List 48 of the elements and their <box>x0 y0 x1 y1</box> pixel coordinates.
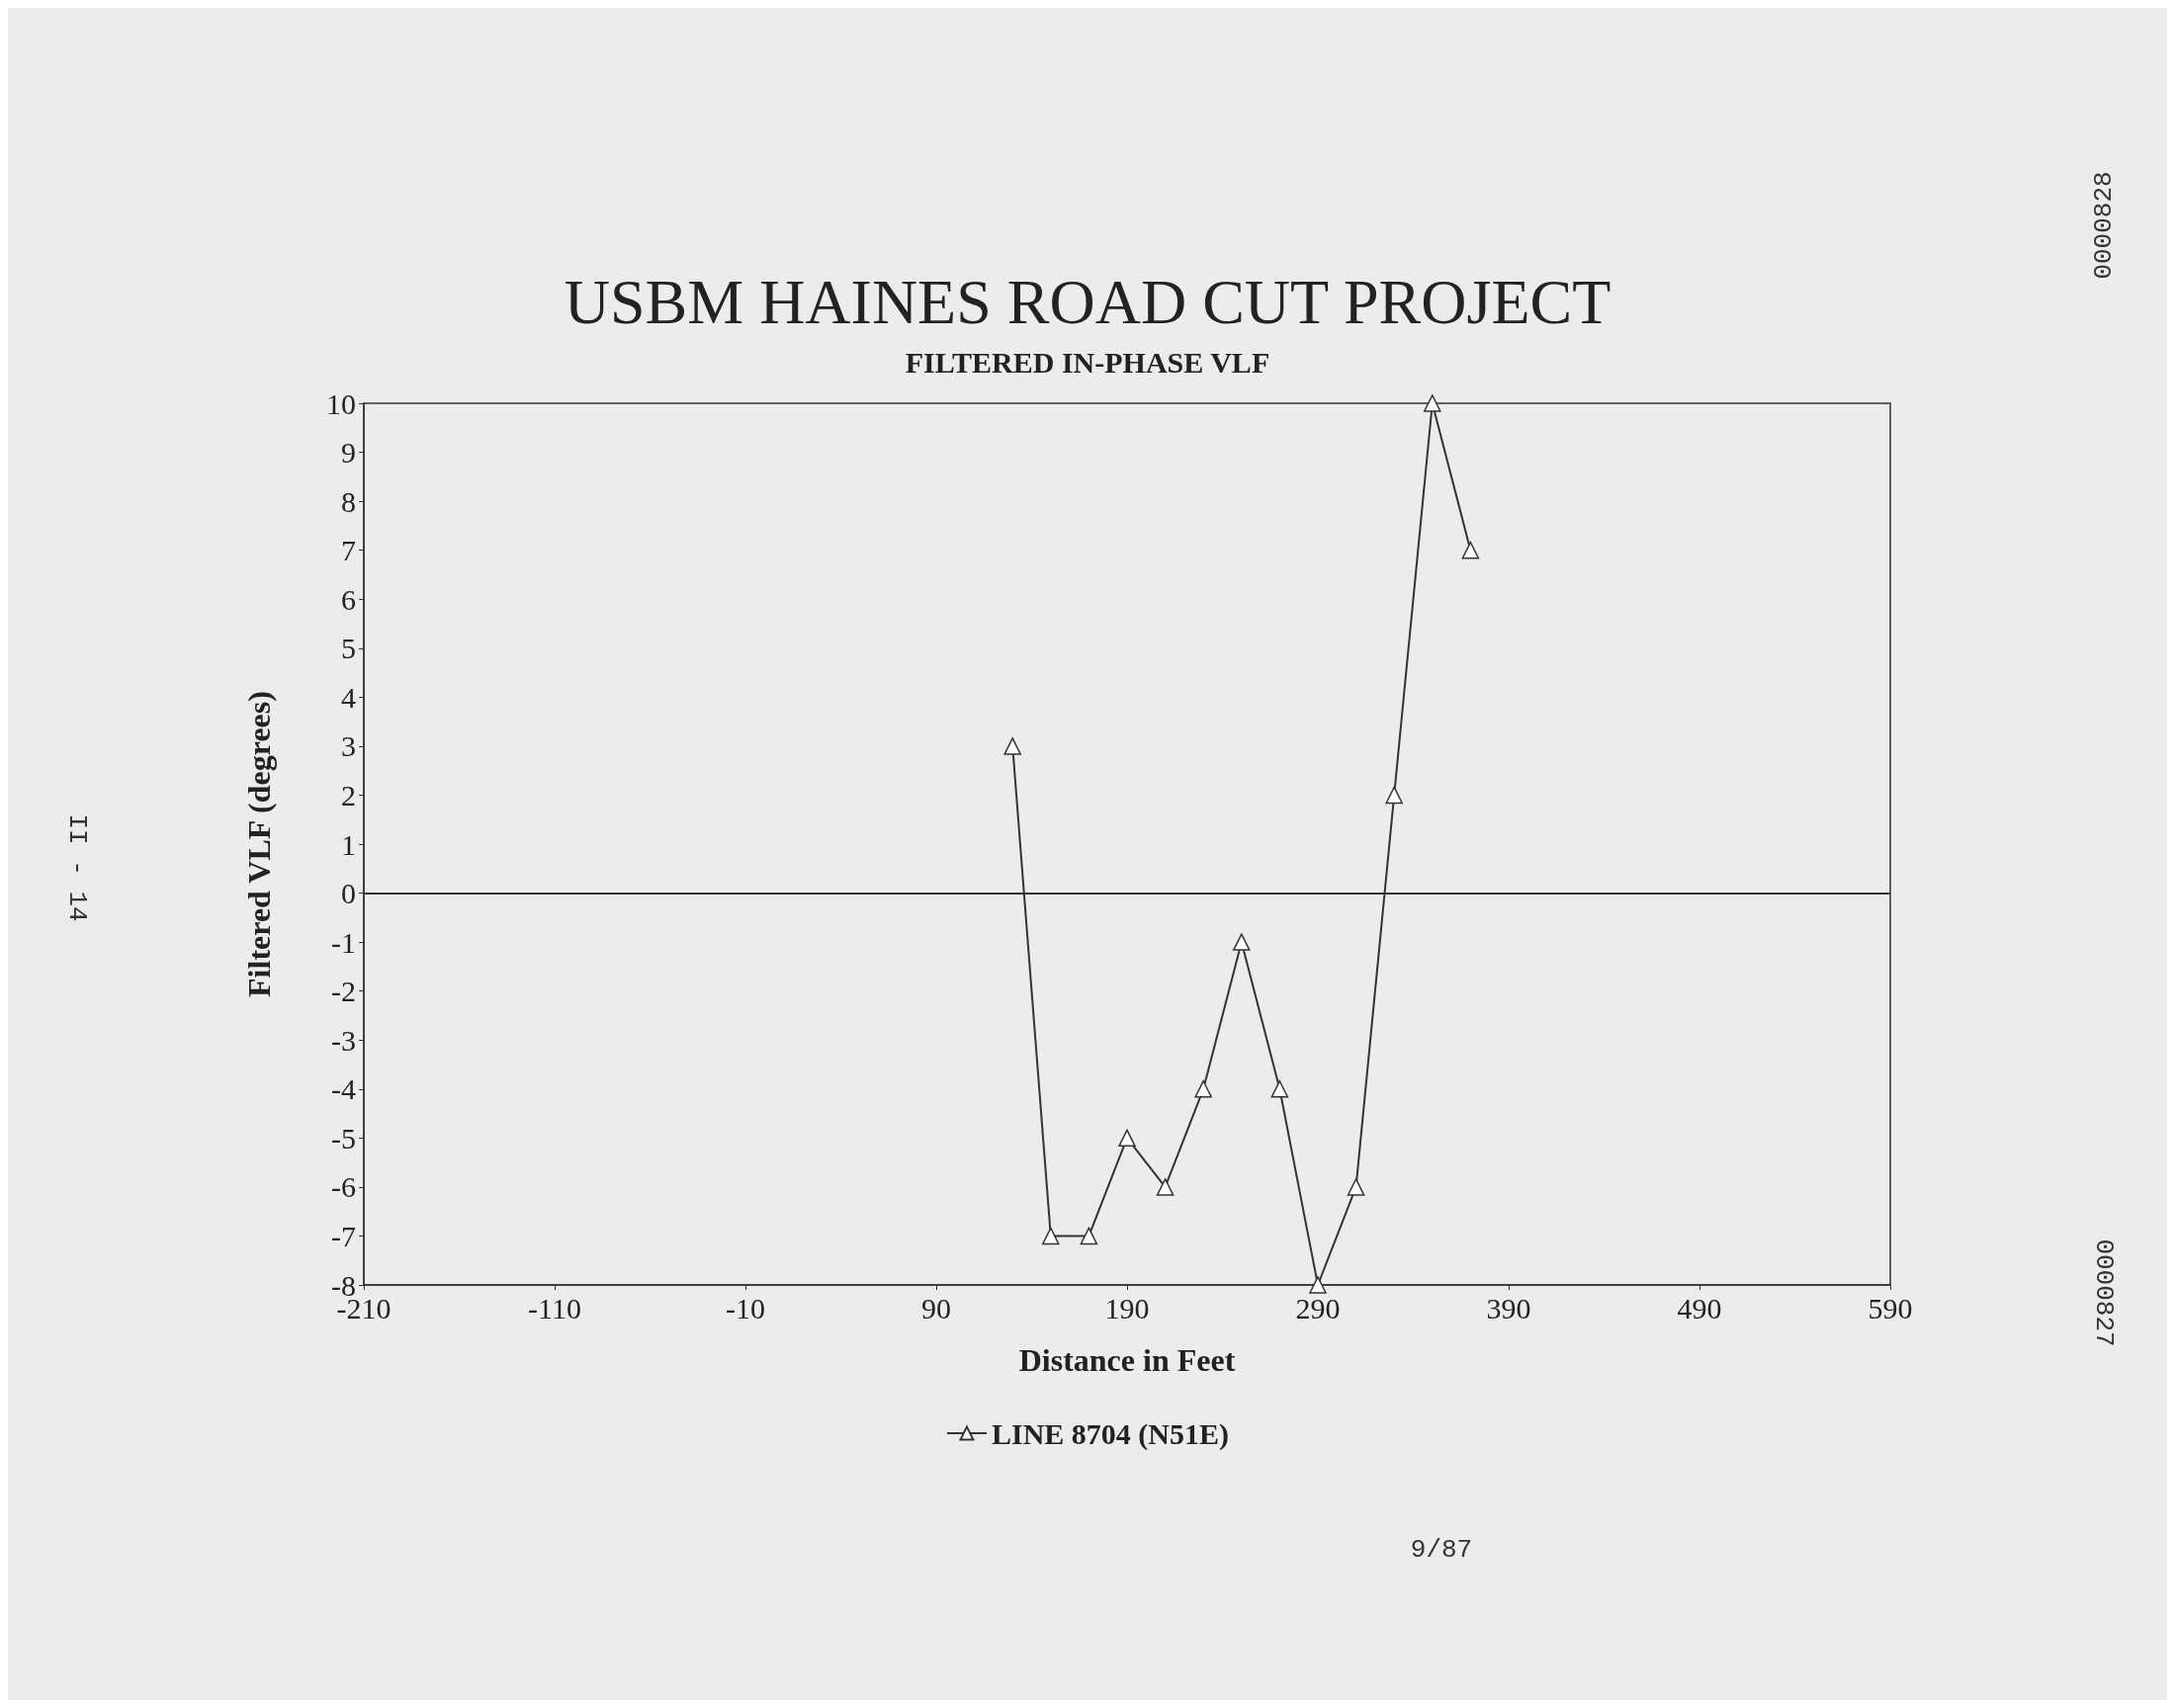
y-tick-label: -6 <box>331 1170 356 1204</box>
y-tick-label: 9 <box>341 436 356 470</box>
point <box>1309 1276 1327 1294</box>
x-tick-label: -110 <box>528 1291 581 1324</box>
y-tick-label: 1 <box>341 827 356 861</box>
x-tick-label: 290 <box>1295 1291 1341 1324</box>
point <box>1118 1129 1136 1148</box>
point <box>1042 1227 1060 1245</box>
point <box>1003 737 1021 755</box>
y-tick-label: 7 <box>341 534 356 567</box>
y-tick-label: 3 <box>341 729 356 763</box>
text: 0000827 <box>2089 1238 2119 1347</box>
point <box>1461 541 1480 559</box>
y-tick-label: 6 <box>341 582 356 616</box>
point <box>1424 394 1441 412</box>
point <box>1385 786 1403 805</box>
y-tick-label: -4 <box>331 1072 356 1106</box>
text: 9/87 <box>1410 1535 1473 1565</box>
y-tick-label: -5 <box>331 1121 356 1154</box>
chart-subtitle: FILTERED IN-PHASE VLF <box>905 345 1270 379</box>
point <box>1080 1227 1098 1245</box>
chart-title: USBM HAINES ROAD CUT PROJECT <box>564 266 1611 337</box>
y-tick-label: 5 <box>341 632 356 665</box>
y-tick-label: -7 <box>331 1219 356 1252</box>
y-tick-label: 8 <box>341 484 356 518</box>
x-tick-label: 590 <box>1868 1291 1913 1324</box>
x-axis-title: Distance in Feet <box>1018 1342 1236 1378</box>
y-tick-label: -2 <box>331 975 356 1008</box>
y-tick-label: -1 <box>331 925 356 959</box>
point <box>1194 1080 1212 1098</box>
x-tick-label: -10 <box>726 1291 765 1324</box>
text: II - 14 <box>62 813 92 922</box>
point <box>1347 1178 1365 1196</box>
y-tick-label: 0 <box>341 877 356 910</box>
y-tick-label: 10 <box>326 386 356 420</box>
y-tick-label: 2 <box>341 778 356 811</box>
text: 0000828 <box>2089 171 2119 280</box>
y-tick-label: -3 <box>331 1023 356 1057</box>
x-tick-label: 490 <box>1677 1291 1722 1324</box>
point <box>1233 933 1251 951</box>
x-tick-label: 190 <box>1104 1291 1150 1324</box>
legend-label: LINE 8704 (N51E) <box>991 1416 1230 1451</box>
x-tick-label: 390 <box>1486 1291 1531 1324</box>
x-tick-label: 90 <box>921 1291 951 1324</box>
y-tick-label: 4 <box>341 680 356 714</box>
point <box>1156 1178 1174 1196</box>
point <box>1270 1080 1289 1098</box>
y-axis-title: Filtered VLF (degrees) <box>241 691 277 997</box>
